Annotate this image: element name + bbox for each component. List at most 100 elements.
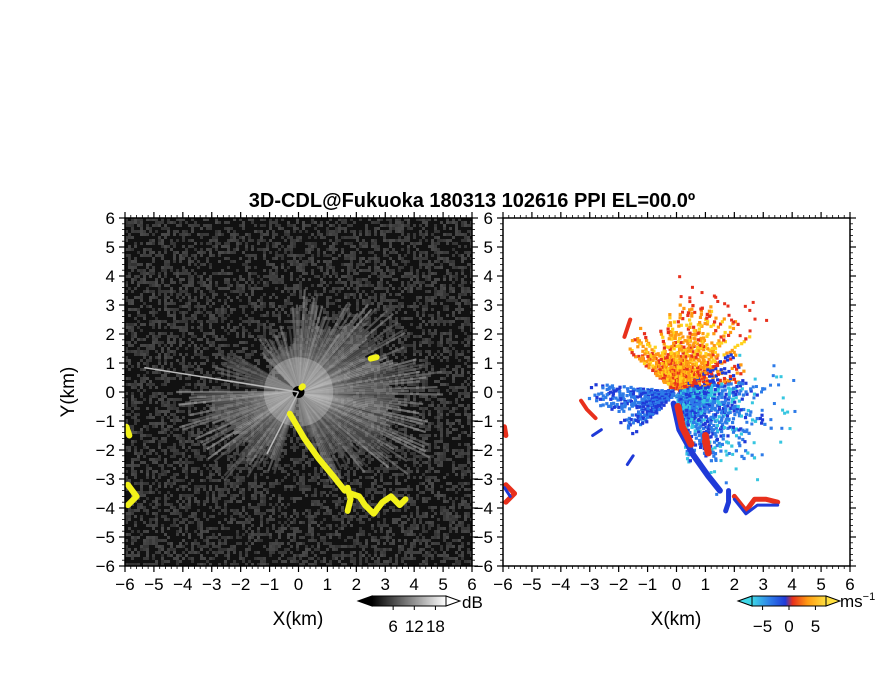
noise-pixel xyxy=(179,233,182,236)
noise-pixel xyxy=(221,488,224,491)
noise-pixel xyxy=(434,251,437,254)
noise-pixel xyxy=(221,269,224,272)
noise-pixel xyxy=(467,449,470,452)
noise-pixel xyxy=(395,425,398,428)
noise-pixel xyxy=(401,242,404,245)
noise-pixel xyxy=(425,308,428,311)
noise-pixel xyxy=(140,401,143,404)
noise-pixel xyxy=(422,473,425,476)
noise-pixel xyxy=(437,320,440,323)
noise-pixel xyxy=(197,302,200,305)
noise-pixel xyxy=(392,467,395,470)
noise-pixel xyxy=(158,377,161,380)
noise-pixel xyxy=(443,356,446,359)
noise-pixel xyxy=(302,443,305,446)
noise-pixel xyxy=(185,506,188,509)
noise-pixel xyxy=(368,476,371,479)
noise-pixel xyxy=(440,290,443,293)
noise-pixel xyxy=(317,224,320,227)
noise-pixel xyxy=(137,314,140,317)
noise-pixel xyxy=(419,242,422,245)
noise-pixel xyxy=(284,476,287,479)
noise-pixel xyxy=(302,278,305,281)
noise-pixel xyxy=(416,488,419,491)
noise-pixel xyxy=(218,260,221,263)
noise-pixel xyxy=(125,341,128,344)
noise-pixel xyxy=(446,350,449,353)
noise-pixel xyxy=(428,443,431,446)
noise-pixel xyxy=(134,416,137,419)
noise-pixel xyxy=(452,500,455,503)
noise-pixel xyxy=(443,224,446,227)
noise-pixel xyxy=(410,227,413,230)
noise-pixel xyxy=(383,467,386,470)
noise-pixel xyxy=(263,314,266,317)
noise-pixel xyxy=(173,326,176,329)
noise-pixel xyxy=(443,458,446,461)
noise-pixel xyxy=(299,458,302,461)
noise-pixel xyxy=(200,383,203,386)
noise-pixel xyxy=(272,311,275,314)
noise-pixel xyxy=(431,365,434,368)
noise-pixel xyxy=(152,500,155,503)
noise-pixel xyxy=(434,380,437,383)
noise-pixel xyxy=(263,251,266,254)
noise-pixel xyxy=(227,251,230,254)
noise-pixel xyxy=(191,335,194,338)
noise-pixel xyxy=(158,473,161,476)
noise-pixel xyxy=(140,383,143,386)
noise-pixel xyxy=(296,269,299,272)
noise-pixel xyxy=(164,383,167,386)
noise-pixel xyxy=(167,245,170,248)
noise-pixel xyxy=(302,479,305,482)
noise-pixel xyxy=(200,293,203,296)
noise-pixel xyxy=(185,404,188,407)
noise-pixel xyxy=(161,239,164,242)
noise-pixel xyxy=(254,320,257,323)
noise-pixel xyxy=(146,482,149,485)
noise-pixel xyxy=(422,314,425,317)
noise-pixel xyxy=(176,437,179,440)
noise-pixel xyxy=(449,287,452,290)
noise-pixel xyxy=(329,290,332,293)
noise-pixel xyxy=(200,296,203,299)
noise-pixel xyxy=(311,494,314,497)
noise-pixel xyxy=(416,257,419,260)
noise-pixel xyxy=(149,413,152,416)
noise-pixel xyxy=(179,437,182,440)
noise-pixel xyxy=(284,251,287,254)
noise-pixel xyxy=(263,347,266,350)
noise-pixel xyxy=(422,221,425,224)
noise-pixel xyxy=(422,365,425,368)
noise-pixel xyxy=(161,416,164,419)
noise-pixel xyxy=(461,497,464,500)
noise-pixel xyxy=(203,428,206,431)
noise-pixel xyxy=(389,308,392,311)
noise-pixel xyxy=(413,242,416,245)
noise-pixel xyxy=(314,470,317,473)
noise-pixel xyxy=(278,227,281,230)
noise-pixel xyxy=(344,284,347,287)
noise-pixel xyxy=(380,218,383,221)
noise-pixel xyxy=(347,287,350,290)
noise-pixel xyxy=(365,488,368,491)
noise-pixel xyxy=(371,470,374,473)
noise-pixel xyxy=(464,332,467,335)
noise-pixel xyxy=(440,344,443,347)
noise-pixel xyxy=(290,263,293,266)
noise-pixel xyxy=(182,284,185,287)
noise-pixel xyxy=(392,248,395,251)
noise-pixel xyxy=(353,254,356,257)
noise-pixel xyxy=(293,287,296,290)
noise-pixel xyxy=(236,233,239,236)
noise-pixel xyxy=(464,290,467,293)
noise-pixel xyxy=(128,236,131,239)
noise-pixel xyxy=(203,332,206,335)
noise-pixel xyxy=(251,335,254,338)
noise-pixel xyxy=(137,455,140,458)
noise-pixel xyxy=(401,266,404,269)
noise-pixel xyxy=(146,362,149,365)
noise-pixel xyxy=(338,281,341,284)
noise-pixel xyxy=(167,233,170,236)
noise-pixel xyxy=(413,389,416,392)
